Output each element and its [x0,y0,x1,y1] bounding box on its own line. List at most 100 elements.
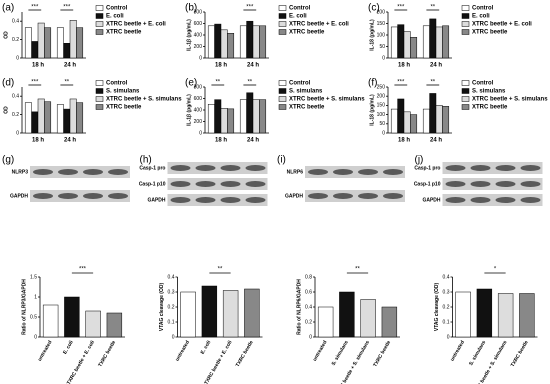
legend-swatch [461,5,470,11]
bar [31,41,39,59]
legend-swatch [95,88,104,94]
legend-label: XTRC beetle + E. coli [289,22,349,28]
bar [85,310,101,338]
blot-band [383,169,403,175]
bar [227,33,235,59]
bar [244,288,260,338]
blot-strip [442,194,543,206]
bar [69,20,77,59]
x-tick-label: S. simulans [331,339,350,366]
blot-label: Casp-1 pro [414,165,440,171]
legend-swatch [95,21,104,27]
bar [56,27,64,59]
bar [360,299,376,338]
blot-strip [30,190,130,202]
y-tick-label: 250 [377,84,386,90]
legend-label: XTRC beetle [289,30,325,36]
y-tick-label: 800 [194,84,203,90]
blot-band [220,165,241,171]
y-axis-label: IL-1β (pg/mL) [186,19,192,51]
bar [24,27,32,59]
bar [519,293,535,338]
bar [239,25,247,59]
y-tick-label: 0.3 [443,289,450,295]
y-tick-label: 0.5 [30,314,37,320]
y-tick-label: 0 [447,334,450,340]
y-tick-label: 0 [16,55,19,61]
blot-strip [167,162,268,174]
legend-label: XTRC beetle [472,30,508,36]
legend-label: XTRC beetle [472,105,508,111]
legend-label: S. simulans [106,89,140,95]
x-tick-label: 24 h [430,138,442,144]
y-tick-label: 0.2 [12,112,19,118]
bar [397,24,405,59]
blot-label: Casp-1 pro [139,165,165,171]
bar [24,102,32,134]
y-tick-label: 1.5 [30,274,37,280]
bar [227,108,235,134]
legend-swatch [95,96,104,102]
bar [220,29,228,59]
bar [259,99,267,134]
y-tick-label: 0 [382,130,385,136]
bar [397,98,405,134]
x-tick-label: untreated [37,340,54,363]
y-axis-label: VTAG cleavage (OD) [159,283,165,332]
bar [442,25,450,59]
significance: *** [31,80,39,86]
y-tick-label: 0.1 [168,319,175,325]
blot-band [58,169,78,175]
blot-strip [167,194,268,206]
y-tick-label: 100 [377,32,386,38]
legend-label: E. coli [106,14,124,20]
bar [214,23,222,59]
legend-swatch [461,88,470,94]
blot-band [170,165,191,171]
x-tick-label: TXRC beetle [97,339,117,368]
panel-label: (i) [277,155,286,166]
y-tick-label: 200 [194,119,203,125]
blot-band [170,181,191,187]
x-tick-label: untreated [312,340,329,363]
blot-band [170,197,191,203]
bar [64,296,80,338]
x-tick-label: E. coli [200,339,213,355]
y-tick-label: 0.4 [12,19,19,25]
y-tick-label: 1 [34,294,37,300]
legend-label: E. coli [472,14,490,20]
x-tick-label: 18 h [215,63,227,69]
blot-strip [167,178,268,190]
legend-label: Control [472,6,494,12]
significance: ** [355,267,360,273]
bar [207,104,215,134]
bar [403,31,411,59]
legend-label: S. simulans [472,89,506,95]
legend-swatch [461,80,470,86]
panel-label: (j) [415,155,424,166]
bar [222,290,239,338]
blot-band [308,193,328,199]
blot-band [220,181,241,187]
legend-swatch [278,80,287,86]
y-tick-label: 400 [194,32,203,38]
y-tick-label: 0 [382,55,385,61]
x-tick-label: 24 h [64,63,76,69]
blot-band [245,197,266,203]
y-tick-label: 400 [194,107,203,113]
blot-label: NLRP6 [287,169,304,175]
x-tick-label: E. coli [62,339,75,355]
bar [390,26,398,59]
x-tick-label: 18 h [32,63,44,69]
bar [42,304,59,338]
legend-label: XTRC beetle + E. coli [472,22,532,28]
panel-label: (a) [2,3,14,14]
blot-band [195,181,216,187]
bar [435,26,443,59]
blot-label: GAPDH [147,197,165,203]
legend-swatch [278,5,287,11]
significance: ** [215,80,220,86]
y-tick-label: 0.2 [168,304,175,310]
blot-band [358,169,378,175]
legend-swatch [461,96,470,102]
